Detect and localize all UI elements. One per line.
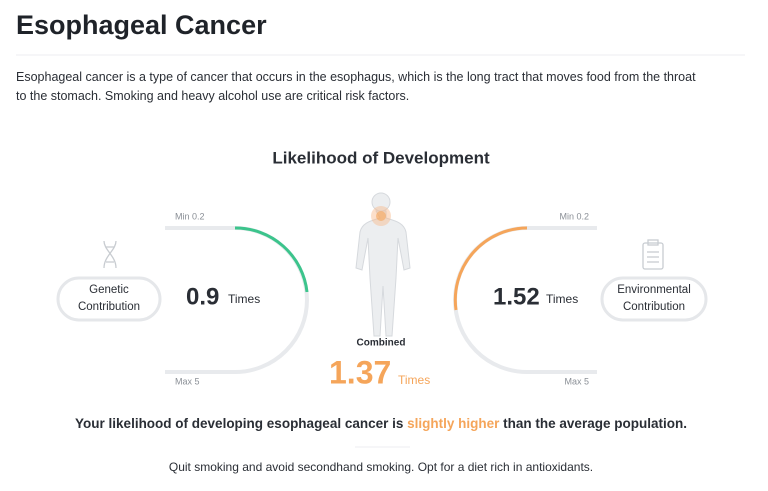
- summary-highlight: slightly higher: [407, 416, 500, 431]
- unit: Times: [398, 373, 430, 387]
- genetic-value: 0.9: [186, 283, 219, 310]
- clipboard-icon: [642, 239, 664, 270]
- body-figure: [355, 192, 411, 337]
- max-label: Max 5: [564, 376, 589, 386]
- min-label: Min 0.2: [559, 211, 589, 221]
- pill-label: Contribution: [623, 301, 685, 313]
- gauge-fill: [234, 226, 309, 293]
- gauge-fill: [453, 226, 528, 311]
- summary: Your likelihood of developing esophageal…: [0, 416, 762, 431]
- pill-label: Genetic: [89, 284, 129, 296]
- combined-value: 1.37: [329, 354, 391, 390]
- pill-label: Contribution: [78, 301, 140, 313]
- summary-text: Your likelihood of developing esophageal…: [75, 416, 404, 431]
- genetic-pill: [56, 276, 162, 322]
- environmental-pill: [600, 276, 708, 322]
- dna-icon: [103, 240, 117, 269]
- advice: Quit smoking and avoid secondhand smokin…: [168, 460, 594, 474]
- min-label: Min 0.2: [175, 211, 205, 221]
- unit: Times: [228, 292, 260, 306]
- section-title: Likelihood of Development: [272, 148, 490, 167]
- summary-text: than the average population.: [503, 416, 687, 431]
- description: Esophageal cancer is a type of cancer th…: [16, 70, 696, 103]
- pill-label: Environmental: [617, 284, 691, 296]
- unit: Times: [546, 292, 578, 306]
- environmental-value: 1.52: [493, 283, 540, 310]
- combined-label: Combined: [357, 338, 406, 349]
- highlight-dot: [376, 211, 386, 221]
- max-label: Max 5: [175, 376, 200, 386]
- page-title: Esophageal Cancer: [16, 10, 267, 40]
